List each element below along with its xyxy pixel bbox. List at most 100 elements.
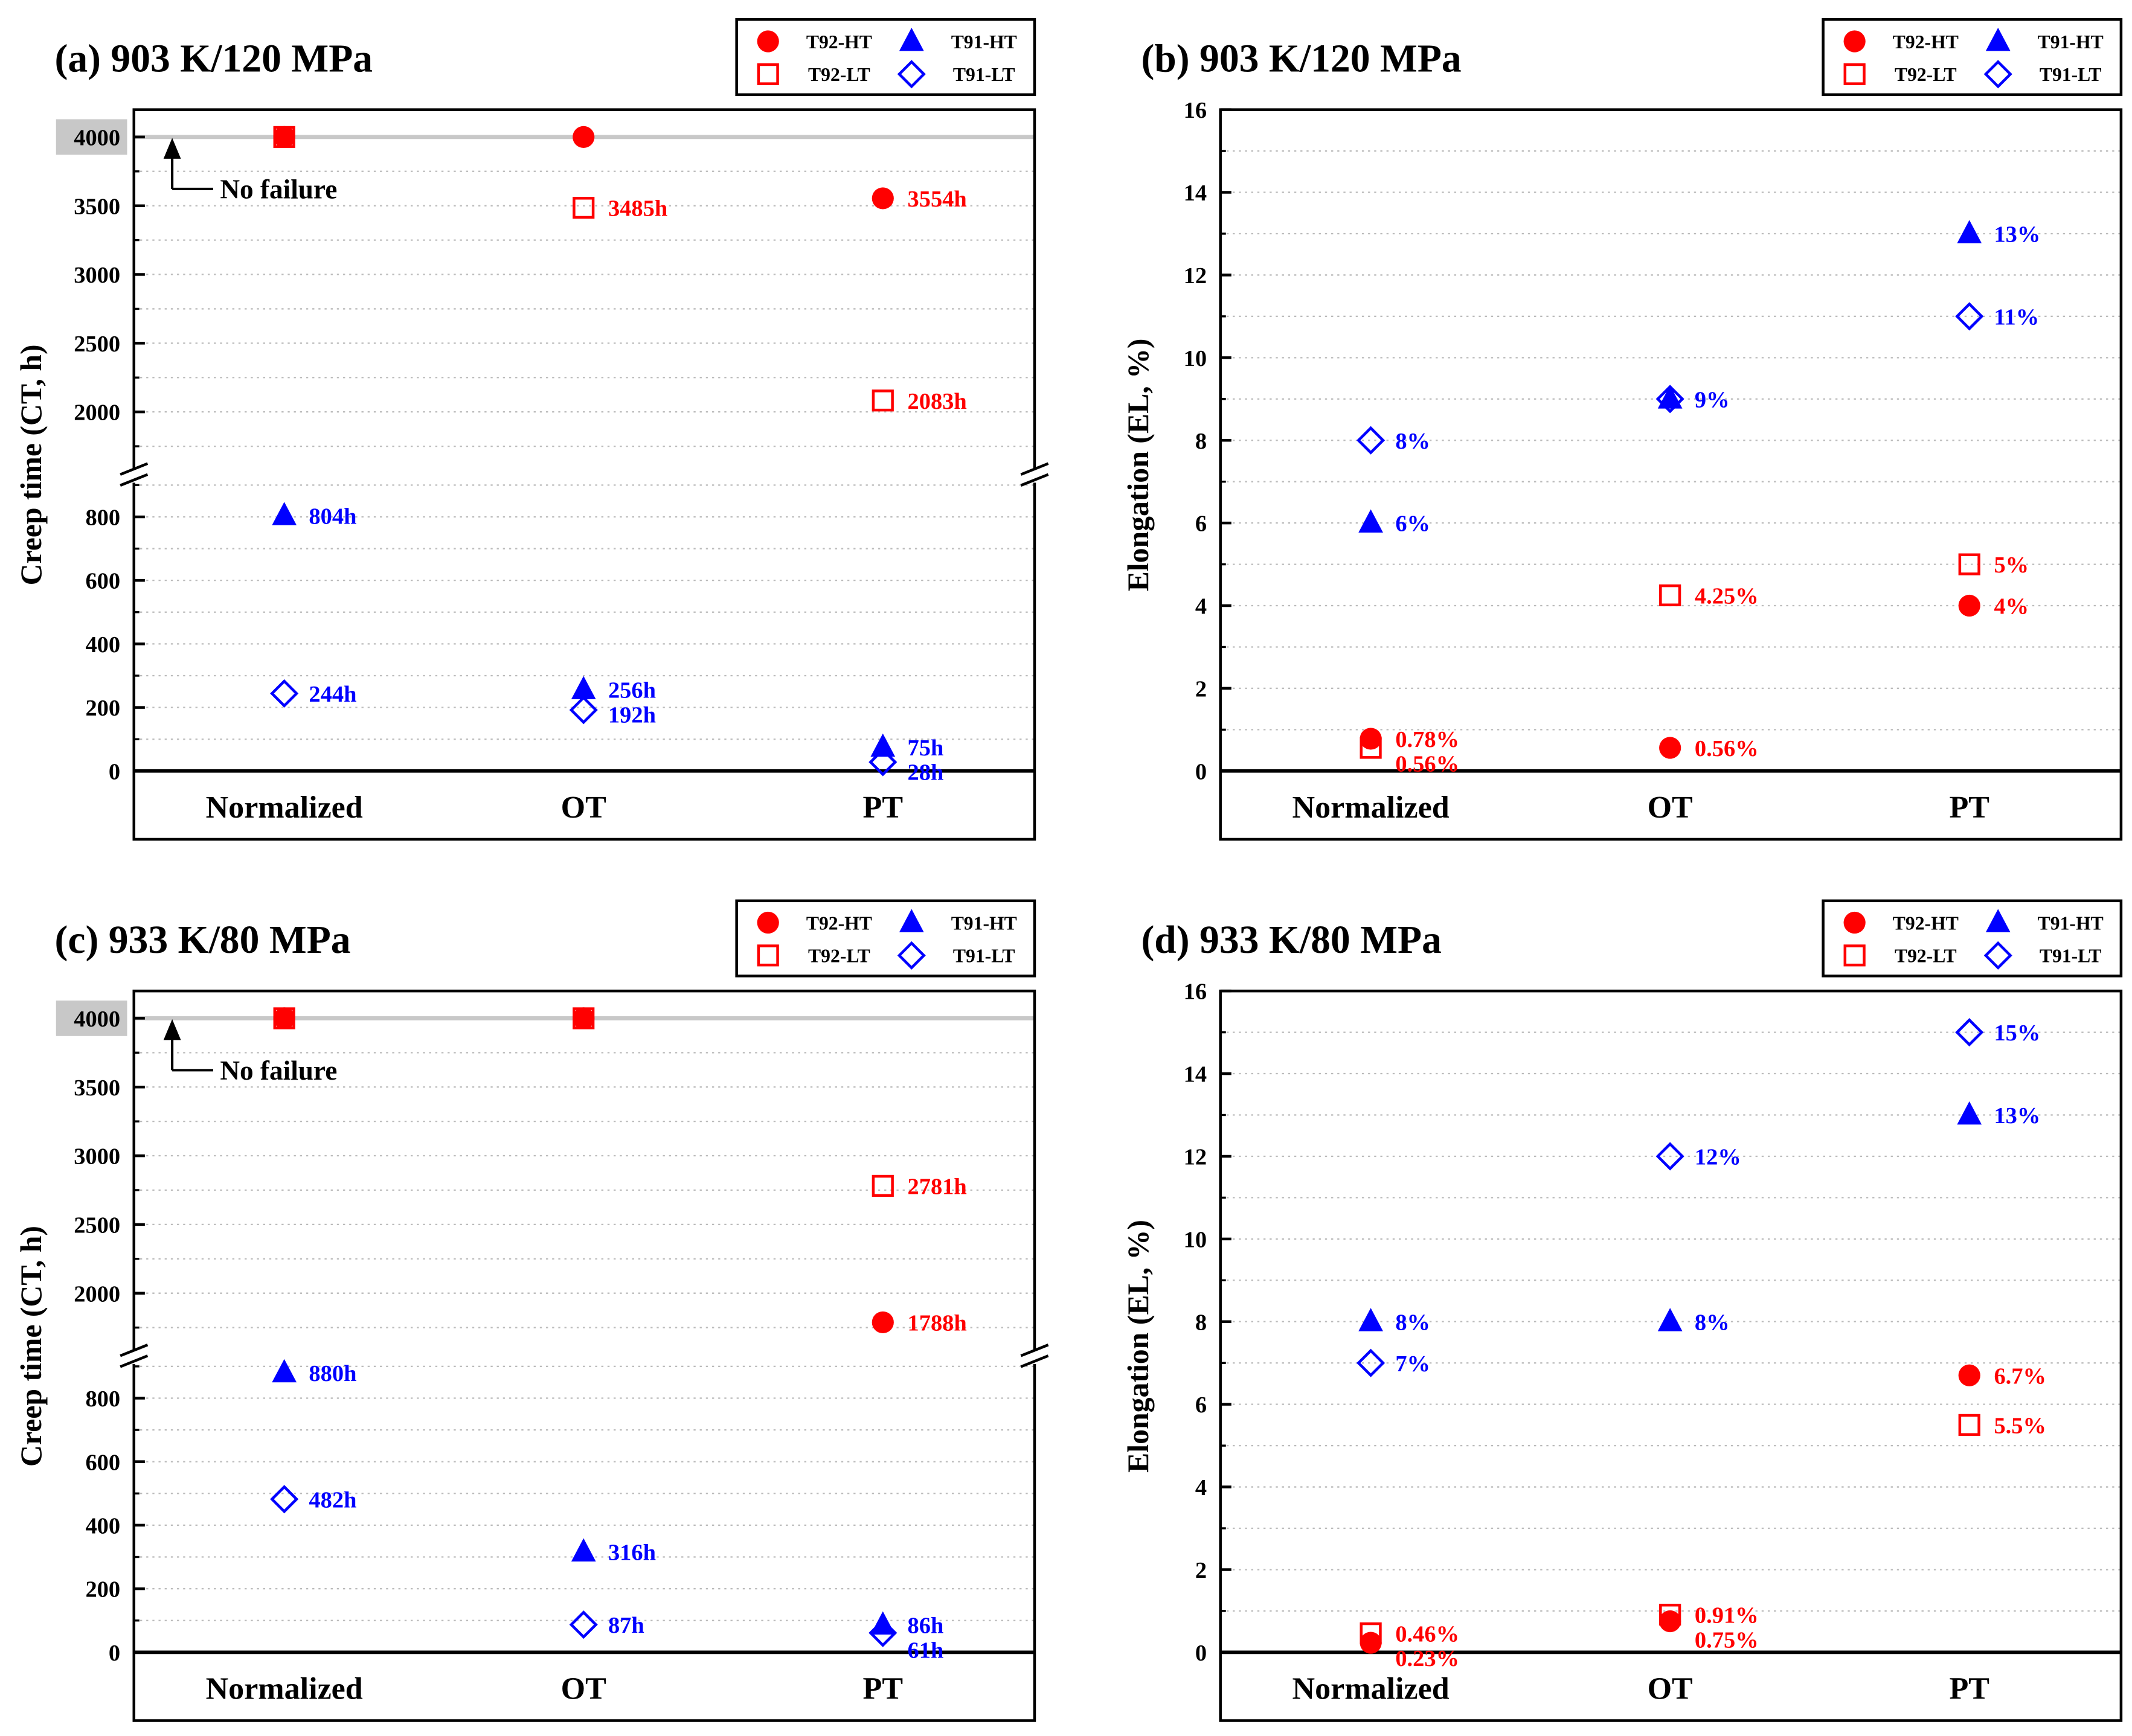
data-point-t92-lt xyxy=(1958,1414,1980,1436)
data-label: 61h xyxy=(908,1638,944,1663)
y-tick-label: 4 xyxy=(1195,594,1207,620)
legend-marker-t91-ht xyxy=(899,27,924,51)
data-point-t92-lt xyxy=(273,126,295,148)
data-point-t91-ht xyxy=(571,1538,596,1561)
data-point-t91-lt xyxy=(1955,1018,1984,1047)
data-label: 0.75% xyxy=(1695,1627,1759,1653)
y-tick-label: 4 xyxy=(1195,1475,1207,1501)
data-label: 3554h xyxy=(908,187,967,212)
legend-label-t92-lt: T92-LT xyxy=(808,946,870,967)
legend-marker-t91-lt xyxy=(1983,60,2012,89)
legend-label-t92-lt: T92-LT xyxy=(1895,946,1957,967)
no-failure-tick-highlight xyxy=(56,119,127,155)
data-label: 256h xyxy=(608,678,656,703)
legend-marker-t91-ht xyxy=(899,909,924,932)
data-label: 244h xyxy=(309,682,356,707)
data-label: 75h xyxy=(908,735,944,761)
data-label: 8% xyxy=(1395,429,1430,454)
data-label: 0.78% xyxy=(1395,727,1459,752)
data-point-t91-ht xyxy=(1957,1101,1982,1125)
y-tick-label: 4000 xyxy=(74,1007,120,1032)
data-label: 0.91% xyxy=(1695,1603,1759,1629)
data-label: 11% xyxy=(1994,304,2039,330)
legend-marker-t91-lt xyxy=(1983,941,2012,970)
data-point-t91-ht xyxy=(1657,385,1683,409)
y-tick-label: 3500 xyxy=(74,194,120,219)
data-point-t92-ht xyxy=(1958,1364,1980,1386)
data-point-t91-lt xyxy=(869,1618,897,1647)
data-label: 1788h xyxy=(908,1311,967,1336)
x-category-label: OT xyxy=(1648,1671,1693,1706)
plot-frame xyxy=(1219,108,2123,841)
y-tick-label: 600 xyxy=(85,1450,120,1475)
data-point-t92-ht xyxy=(872,1311,894,1334)
data-label: 804h xyxy=(309,504,356,529)
data-point-t92-lt xyxy=(273,1007,295,1030)
data-label: 880h xyxy=(309,1361,356,1386)
legend-label-t92-lt: T92-LT xyxy=(1895,64,1957,85)
y-tick-label: 8 xyxy=(1195,1310,1207,1335)
legend-box xyxy=(1822,899,2123,978)
y-axis-label: Creep time (CT, h) xyxy=(14,1226,48,1467)
y-tick-label: 800 xyxy=(85,1386,120,1412)
legend-label-t91-ht: T91-HT xyxy=(2038,912,2104,934)
legend-marker-t92-lt xyxy=(1843,63,1866,85)
data-label: 6.7% xyxy=(1994,1363,2046,1389)
data-label: 316h xyxy=(608,1540,656,1566)
data-label: 4% xyxy=(1994,594,2029,620)
legend-label-t91-ht: T91-HT xyxy=(951,912,1017,934)
data-point-t91-lt xyxy=(569,1610,598,1639)
chart-panel-b: (b) 903 K/120 MPa T92-HT T91-HT T92-LT T91-L… xyxy=(1122,18,2123,841)
chart-title: (b) 903 K/120 MPa xyxy=(1141,37,1461,80)
x-category-label: PT xyxy=(863,1671,904,1706)
chart-title: (c) 933 K/80 MPa xyxy=(55,918,351,962)
data-label: 4.25% xyxy=(1695,584,1759,609)
data-point-t92-lt xyxy=(573,1007,595,1030)
legend-marker-t91-lt xyxy=(897,941,926,970)
y-tick-label: 2000 xyxy=(74,400,120,426)
y-tick-label: 4000 xyxy=(74,125,120,150)
data-point-t91-lt xyxy=(1357,1348,1385,1377)
data-label: 6% xyxy=(1395,511,1430,537)
legend-marker-t92-ht xyxy=(1843,30,1866,53)
y-tick-label: 400 xyxy=(85,632,120,658)
data-label: 5.5% xyxy=(1994,1413,2046,1438)
no-failure-annotation: No failure xyxy=(220,175,337,205)
y-tick-label: 400 xyxy=(85,1513,120,1539)
legend-label-t91-ht: T91-HT xyxy=(951,31,1017,53)
no-failure-arrow-icon xyxy=(163,1019,213,1072)
data-point-t92-lt xyxy=(1659,1603,1681,1626)
y-tick-label: 16 xyxy=(1184,98,1207,123)
legend-label-t91-lt: T91-LT xyxy=(2040,946,2102,967)
data-label: 12% xyxy=(1695,1145,1741,1170)
y-tick-label: 2500 xyxy=(74,332,120,357)
data-label: 3485h xyxy=(608,196,667,222)
data-point-t92-ht xyxy=(273,126,295,148)
y-axis-label: Elongation (EL, %) xyxy=(1122,338,1155,591)
data-point-t91-lt xyxy=(1655,385,1684,414)
y-tick-label: 12 xyxy=(1184,263,1207,289)
data-point-t91-lt xyxy=(1357,426,1385,455)
chart-title: (a) 903 K/120 MPa xyxy=(55,37,373,80)
y-tick-label: 10 xyxy=(1184,1227,1207,1252)
legend-label-t92-ht: T92-HT xyxy=(806,31,872,53)
y-tick-label: 2500 xyxy=(74,1212,120,1238)
y-tick-label: 200 xyxy=(85,1577,120,1603)
data-label: 15% xyxy=(1994,1020,2040,1046)
no-failure-tick-highlight xyxy=(56,1000,127,1036)
x-category-label: PT xyxy=(863,790,904,825)
data-label: 0.56% xyxy=(1695,736,1759,761)
y-tick-label: 12 xyxy=(1184,1145,1207,1170)
chart-panel-d: (d) 933 K/80 MPa T92-HT T91-HT T92-LT T91-LT… xyxy=(1122,899,2123,1722)
y-axis-label: Creep time (CT, h) xyxy=(14,344,48,585)
data-point-t91-ht xyxy=(1657,1308,1683,1331)
chart-panel-a: (a) 903 K/120 MPa T92-HT T91-HT T92-LT T91-L… xyxy=(14,18,1052,841)
legend-label-t91-lt: T91-LT xyxy=(953,64,1015,85)
x-category-label: Normalized xyxy=(1292,1671,1450,1706)
data-point-t91-lt xyxy=(270,679,299,708)
y-tick-label: 14 xyxy=(1184,1062,1207,1087)
data-point-t92-lt xyxy=(1360,737,1382,759)
data-point-t91-ht xyxy=(571,676,596,699)
legend-marker-t91-ht xyxy=(1985,909,2011,932)
